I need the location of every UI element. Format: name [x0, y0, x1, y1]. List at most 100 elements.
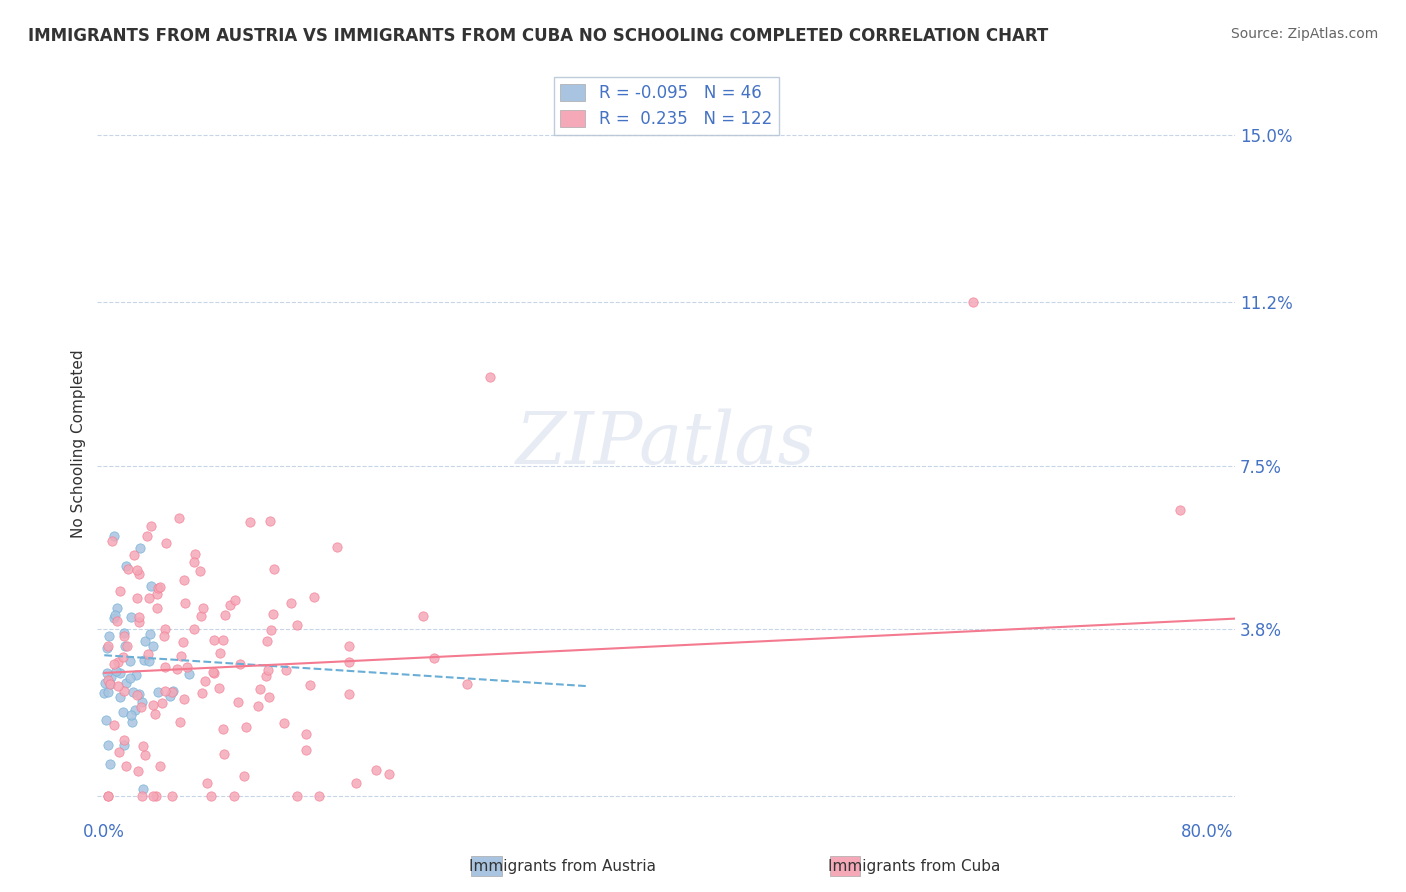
Point — [97, 673, 120, 687]
Point — [115, 758, 138, 772]
Point — [378, 766, 401, 780]
Point — [202, 665, 225, 680]
Point — [229, 657, 252, 671]
Point — [308, 789, 330, 804]
Point — [962, 295, 984, 310]
Point — [93, 686, 115, 700]
Text: Source: ZipAtlas.com: Source: ZipAtlas.com — [1230, 27, 1378, 41]
Point — [262, 607, 284, 621]
Point — [214, 608, 236, 623]
Point — [138, 654, 160, 668]
Point — [285, 789, 308, 804]
Point — [101, 533, 124, 548]
Point — [117, 639, 139, 653]
Point — [249, 682, 271, 697]
Point — [153, 622, 176, 636]
Point — [121, 715, 143, 730]
Point — [97, 639, 120, 653]
Point — [257, 663, 280, 677]
Point — [111, 649, 134, 664]
Point — [479, 370, 502, 384]
Point — [118, 671, 141, 685]
Point — [112, 706, 135, 720]
Point — [97, 789, 120, 804]
Point — [364, 763, 387, 777]
Point — [298, 678, 321, 692]
Point — [131, 694, 153, 708]
Point — [96, 665, 118, 680]
FancyBboxPatch shape — [471, 856, 502, 876]
Point — [456, 677, 478, 691]
Point — [138, 591, 160, 605]
Point — [239, 515, 262, 529]
Point — [152, 630, 174, 644]
Point — [112, 738, 135, 752]
Point — [115, 558, 138, 573]
Point — [177, 667, 200, 681]
Point — [108, 690, 131, 704]
Point — [105, 614, 128, 628]
Point — [114, 676, 136, 690]
Point — [188, 564, 211, 578]
Point — [191, 686, 214, 700]
Point — [222, 789, 245, 804]
Point — [160, 685, 183, 699]
Point — [193, 601, 215, 615]
Point — [259, 623, 281, 637]
Text: Immigrants from Cuba: Immigrants from Cuba — [828, 859, 1000, 874]
Point — [142, 789, 165, 804]
Point — [125, 688, 148, 702]
Point — [136, 647, 159, 661]
Point — [124, 548, 146, 562]
Point — [257, 690, 280, 704]
Point — [103, 657, 125, 671]
Point — [149, 580, 172, 594]
Point — [184, 547, 207, 561]
Point — [149, 759, 172, 773]
Point — [112, 733, 135, 747]
Point — [120, 654, 142, 668]
Point — [294, 727, 316, 741]
Point — [200, 789, 222, 804]
Point — [295, 743, 318, 757]
Point — [145, 706, 167, 721]
Point — [127, 764, 149, 778]
Point — [256, 669, 278, 683]
Y-axis label: No Schooling Completed: No Schooling Completed — [72, 349, 86, 538]
Point — [285, 617, 308, 632]
Point — [224, 592, 246, 607]
Point — [162, 789, 184, 804]
Point — [146, 601, 169, 615]
Point — [104, 607, 127, 622]
Point — [142, 639, 165, 653]
Point — [94, 675, 117, 690]
Point — [110, 666, 132, 681]
Point — [337, 639, 360, 653]
Point — [97, 738, 120, 752]
Point — [153, 683, 176, 698]
Point — [173, 573, 195, 587]
Point — [146, 581, 169, 595]
Point — [155, 660, 177, 674]
Point — [107, 679, 129, 693]
Point — [124, 703, 146, 717]
Point — [132, 652, 155, 666]
Point — [132, 781, 155, 796]
Point — [122, 685, 145, 699]
Point — [337, 655, 360, 669]
Point — [114, 639, 136, 653]
Point — [208, 681, 231, 695]
Point — [256, 634, 278, 648]
Point — [128, 687, 150, 701]
Point — [194, 673, 217, 688]
Point — [423, 651, 446, 665]
Point — [212, 747, 235, 761]
Point — [107, 745, 129, 759]
Point — [150, 696, 173, 710]
Point — [172, 634, 194, 648]
Point — [120, 707, 142, 722]
Point — [105, 664, 128, 678]
Point — [98, 757, 121, 772]
Legend: R = -0.095   N = 46, R =  0.235   N = 122: R = -0.095 N = 46, R = 0.235 N = 122 — [554, 77, 779, 135]
Point — [139, 626, 162, 640]
